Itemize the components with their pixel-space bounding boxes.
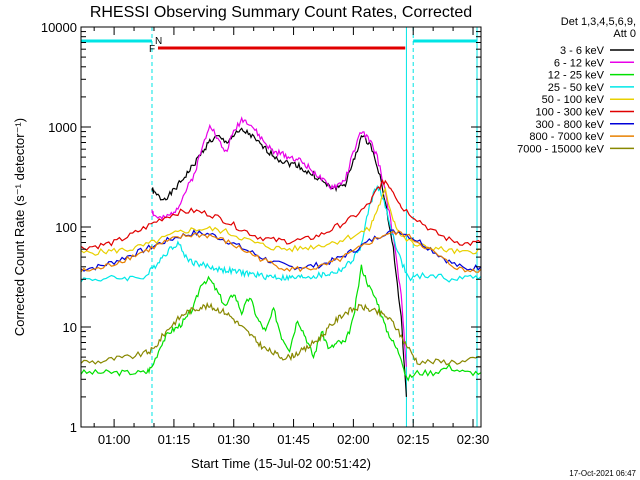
y-tick-label: 10 [63,320,77,335]
axis-ticks: 01:00 01:15 01:30 01:45 02:00 02:15 02:30 1 10 10… [41,20,489,447]
x-axis-label: Start Time (15-Jul-02 00:51:42) [191,456,371,471]
legend-entry-label: 300 - 800 keV [536,119,605,131]
legend-entry-label: 7000 - 15000 keV [517,143,605,155]
legend-header-line1: Det 1,3,4,5,6,9, [561,16,636,28]
x-tick-label: 02:00 [337,432,370,447]
y-tick-label: 1 [70,420,77,435]
x-tick-label: 01:15 [158,432,191,447]
night-marker-label: N [155,36,162,47]
legend-header-line2: Att 0 [613,28,636,40]
x-tick-label: 02:30 [457,432,490,447]
x-tick-label: 01:45 [277,432,310,447]
series-line-12-25-kev [80,264,482,382]
x-tick-label: 01:00 [98,432,131,447]
x-tick-label: 02:15 [397,432,430,447]
y-axis-label: Corrected Count Rate (s⁻¹ detector⁻¹) [12,118,27,336]
chart-title: RHESSI Observing Summary Count Rates, Co… [90,4,472,21]
legend-entry-label: 12 - 25 keV [548,70,605,82]
flare-marker-label: F [149,44,155,55]
y-tick-label: 1000 [48,120,77,135]
plot-frame [80,26,482,428]
series-line-6-12-kev [151,116,407,367]
series-line-7000-15000-kev [80,301,482,366]
creation-timestamp: 17-Oct-2021 06:47 [569,469,636,478]
legend-entry-label: 3 - 6 keV [560,45,605,57]
legend-entry-label: 800 - 7000 keV [529,131,604,143]
y-tick-label: 100 [55,220,77,235]
series-line-100-300-kev [80,179,482,251]
x-tick-label: 01:30 [217,432,250,447]
legend-entry-label: 50 - 100 keV [542,94,605,106]
y-tick-label: 10000 [41,20,77,35]
legend-entry-label: 6 - 12 keV [554,57,605,69]
series-line-300-800-kev [80,229,482,272]
attenuator-markers: NF [81,27,478,427]
legend-entry-label: 25 - 50 keV [548,82,605,94]
legend-entry-label: 100 - 300 keV [536,107,605,119]
series-line-800-7000-kev [80,230,482,273]
series-line-25-50-kev [80,184,482,283]
series-lines [80,116,482,397]
